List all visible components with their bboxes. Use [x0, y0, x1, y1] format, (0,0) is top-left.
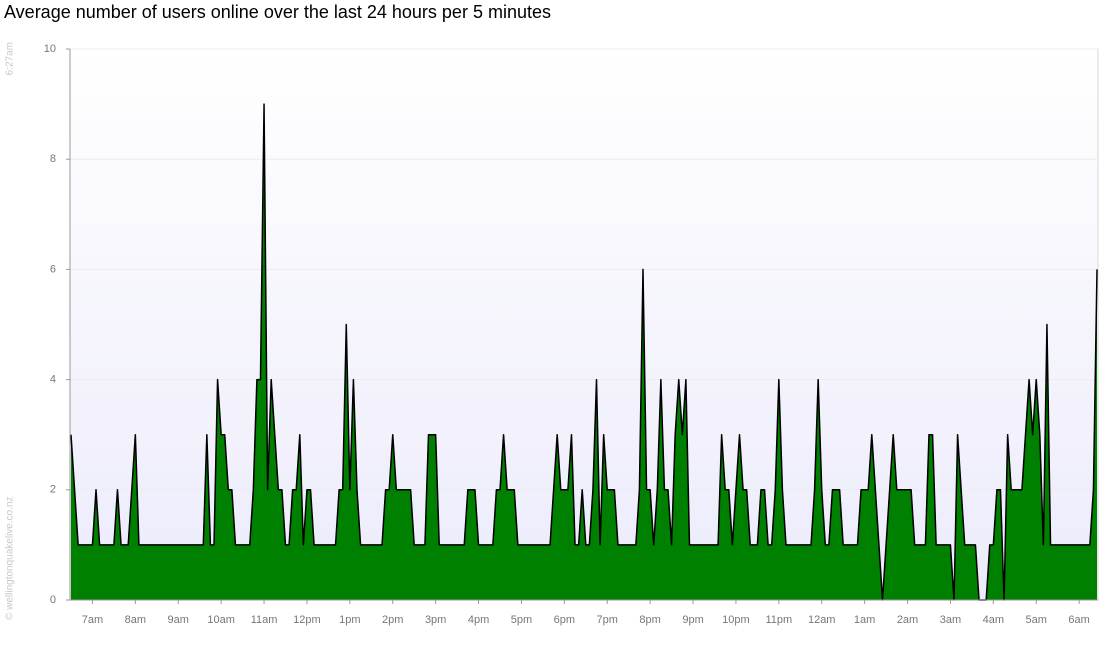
credit: © wellingtonquakelive.co.nz — [5, 496, 16, 620]
x-tick-label: 11pm — [765, 614, 792, 626]
x-tick-label: 9pm — [682, 614, 703, 626]
x-tick-label: 7am — [82, 614, 103, 626]
y-tick-label: 2 — [50, 484, 56, 496]
x-tick-label: 10pm — [722, 614, 750, 626]
x-tick-label: 11am — [251, 614, 278, 626]
x-tick-label: 7pm — [597, 614, 618, 626]
x-tick-label: 8pm — [639, 614, 660, 626]
marks — [70, 103, 1098, 601]
y-tick-label: 10 — [44, 43, 56, 55]
x-tick-label: 6am — [1068, 614, 1089, 626]
x-tick-label: 5pm — [511, 614, 532, 626]
x-tick-label: 4am — [983, 614, 1004, 626]
x-tick-label: 2pm — [382, 614, 403, 626]
x-tick-label: 12pm — [293, 614, 321, 626]
x-tick-label: 4pm — [468, 614, 489, 626]
x-tick-label: 10am — [207, 614, 235, 626]
timestamp: 6:27am — [5, 42, 16, 75]
y-tick-label: 4 — [50, 374, 56, 386]
y-tick-label: 6 — [50, 263, 56, 275]
x-tick-label: 3pm — [425, 614, 446, 626]
y-tick-label: 8 — [50, 153, 56, 165]
chart-title: Average number of users online over the … — [4, 2, 551, 22]
x-tick-label: 1am — [854, 614, 875, 626]
area — [71, 104, 1097, 600]
x-tick-label: 8am — [125, 614, 146, 626]
x-tick-label: 12am — [808, 614, 836, 626]
y-tick-label: 0 — [50, 594, 56, 606]
line — [70, 103, 1098, 601]
x-tick-label: 6pm — [554, 614, 575, 626]
x-tick-label: 5am — [1026, 614, 1047, 626]
x-tick-label: 9am — [168, 614, 189, 626]
x-tick-label: 3am — [940, 614, 961, 626]
x-tick-label: 2am — [897, 614, 918, 626]
axes: 0 2 4 6 8 10 7am 8am 9am 10am 11am 12pm 1pm 2pm 3pm 4pm… — [44, 43, 1098, 626]
x-tick-label: 1pm — [339, 614, 360, 626]
